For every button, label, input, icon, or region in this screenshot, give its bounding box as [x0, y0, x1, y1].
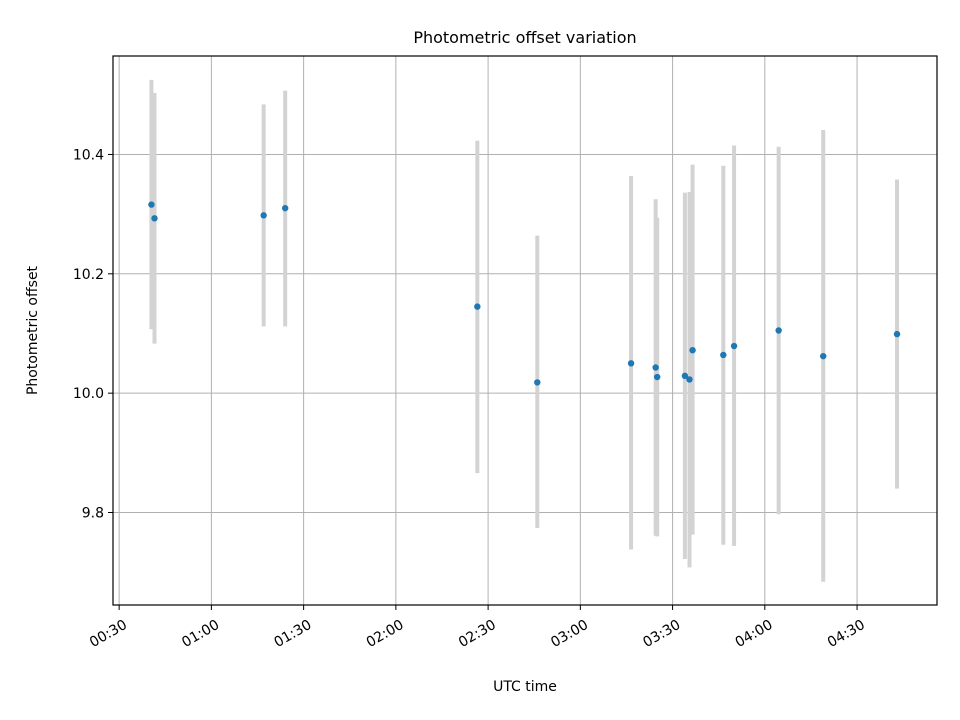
x-axis-label: UTC time [493, 679, 557, 695]
x-tick-label: 04:00 [733, 617, 776, 651]
y-tick-label: 10.2 [73, 267, 104, 283]
data-point [654, 373, 661, 381]
data-point [686, 376, 693, 383]
data-point [151, 215, 158, 222]
x-tick-label: 01:30 [271, 617, 314, 651]
data-point [689, 346, 696, 354]
x-axis-ticks: 00:30 01:00 01:30 02:00 02:30 03:00 03:30 04:00… [87, 605, 868, 651]
data-point [820, 352, 827, 360]
plot-frame [112, 55, 938, 606]
data-point [260, 212, 267, 219]
data-point [681, 372, 689, 380]
y-tick-label: 10.4 [73, 147, 104, 163]
data-point [730, 342, 738, 350]
data-point [775, 327, 782, 334]
x-tick-label: 01:00 [179, 617, 222, 651]
data-point [652, 364, 659, 371]
x-tick-label: 04:30 [825, 617, 868, 651]
y-tick-label: 9.8 [82, 506, 104, 522]
x-tick-label: 02:00 [364, 617, 407, 651]
x-tick-label: 03:30 [640, 617, 683, 651]
data-point [893, 330, 901, 338]
data-point [720, 351, 727, 359]
y-tick-label: 10.0 [73, 386, 104, 402]
data-point [281, 204, 289, 212]
data-point [534, 379, 541, 386]
data-point [148, 201, 155, 208]
data-points [148, 201, 901, 386]
y-axis-label: Photometric offset [25, 265, 41, 395]
x-tick-label: 02:30 [456, 617, 499, 651]
chart-title: Photometric offset variation [413, 28, 636, 47]
data-point [474, 303, 481, 310]
x-tick-label: 00:30 [87, 617, 130, 651]
grid [113, 56, 937, 605]
error-bars [149, 79, 900, 582]
y-axis-ticks: 9.8 10.0 10.2 10.4 [73, 147, 113, 522]
data-point [627, 360, 635, 367]
x-tick-label: 03:00 [548, 617, 591, 651]
